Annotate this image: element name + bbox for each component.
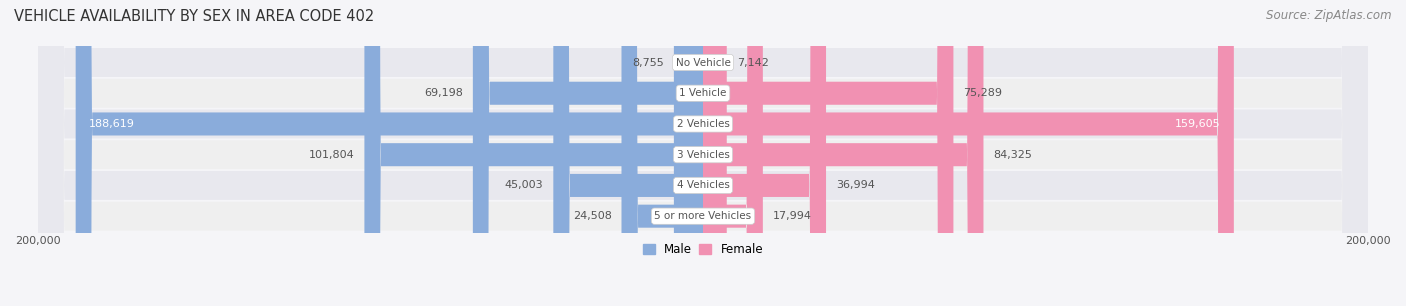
FancyBboxPatch shape (621, 0, 703, 306)
FancyBboxPatch shape (38, 0, 1368, 306)
Text: Source: ZipAtlas.com: Source: ZipAtlas.com (1267, 9, 1392, 22)
Text: No Vehicle: No Vehicle (675, 58, 731, 68)
Text: 69,198: 69,198 (425, 88, 463, 98)
FancyBboxPatch shape (38, 0, 1368, 306)
FancyBboxPatch shape (554, 0, 703, 306)
FancyBboxPatch shape (703, 0, 1234, 306)
Text: 4 Vehicles: 4 Vehicles (676, 181, 730, 190)
FancyBboxPatch shape (703, 0, 953, 306)
FancyBboxPatch shape (703, 0, 727, 306)
Text: 5 or more Vehicles: 5 or more Vehicles (654, 211, 752, 221)
Text: 101,804: 101,804 (309, 150, 354, 160)
Text: 7,142: 7,142 (737, 58, 769, 68)
Text: 84,325: 84,325 (994, 150, 1032, 160)
Text: 2 Vehicles: 2 Vehicles (676, 119, 730, 129)
Legend: Male, Female: Male, Female (638, 238, 768, 261)
Text: 24,508: 24,508 (572, 211, 612, 221)
FancyBboxPatch shape (38, 0, 1368, 306)
Text: 3 Vehicles: 3 Vehicles (676, 150, 730, 160)
FancyBboxPatch shape (38, 0, 1368, 306)
FancyBboxPatch shape (364, 0, 703, 306)
FancyBboxPatch shape (38, 0, 1368, 306)
FancyBboxPatch shape (673, 0, 703, 306)
Text: 1 Vehicle: 1 Vehicle (679, 88, 727, 98)
Text: 45,003: 45,003 (505, 181, 543, 190)
FancyBboxPatch shape (472, 0, 703, 306)
FancyBboxPatch shape (703, 0, 763, 306)
Text: 36,994: 36,994 (837, 181, 875, 190)
FancyBboxPatch shape (703, 0, 827, 306)
Text: 8,755: 8,755 (633, 58, 664, 68)
Text: 188,619: 188,619 (89, 119, 135, 129)
FancyBboxPatch shape (703, 0, 983, 306)
FancyBboxPatch shape (76, 0, 703, 306)
FancyBboxPatch shape (38, 0, 1368, 306)
Text: VEHICLE AVAILABILITY BY SEX IN AREA CODE 402: VEHICLE AVAILABILITY BY SEX IN AREA CODE… (14, 9, 374, 24)
Text: 17,994: 17,994 (773, 211, 811, 221)
Text: 159,605: 159,605 (1175, 119, 1220, 129)
Text: 75,289: 75,289 (963, 88, 1002, 98)
